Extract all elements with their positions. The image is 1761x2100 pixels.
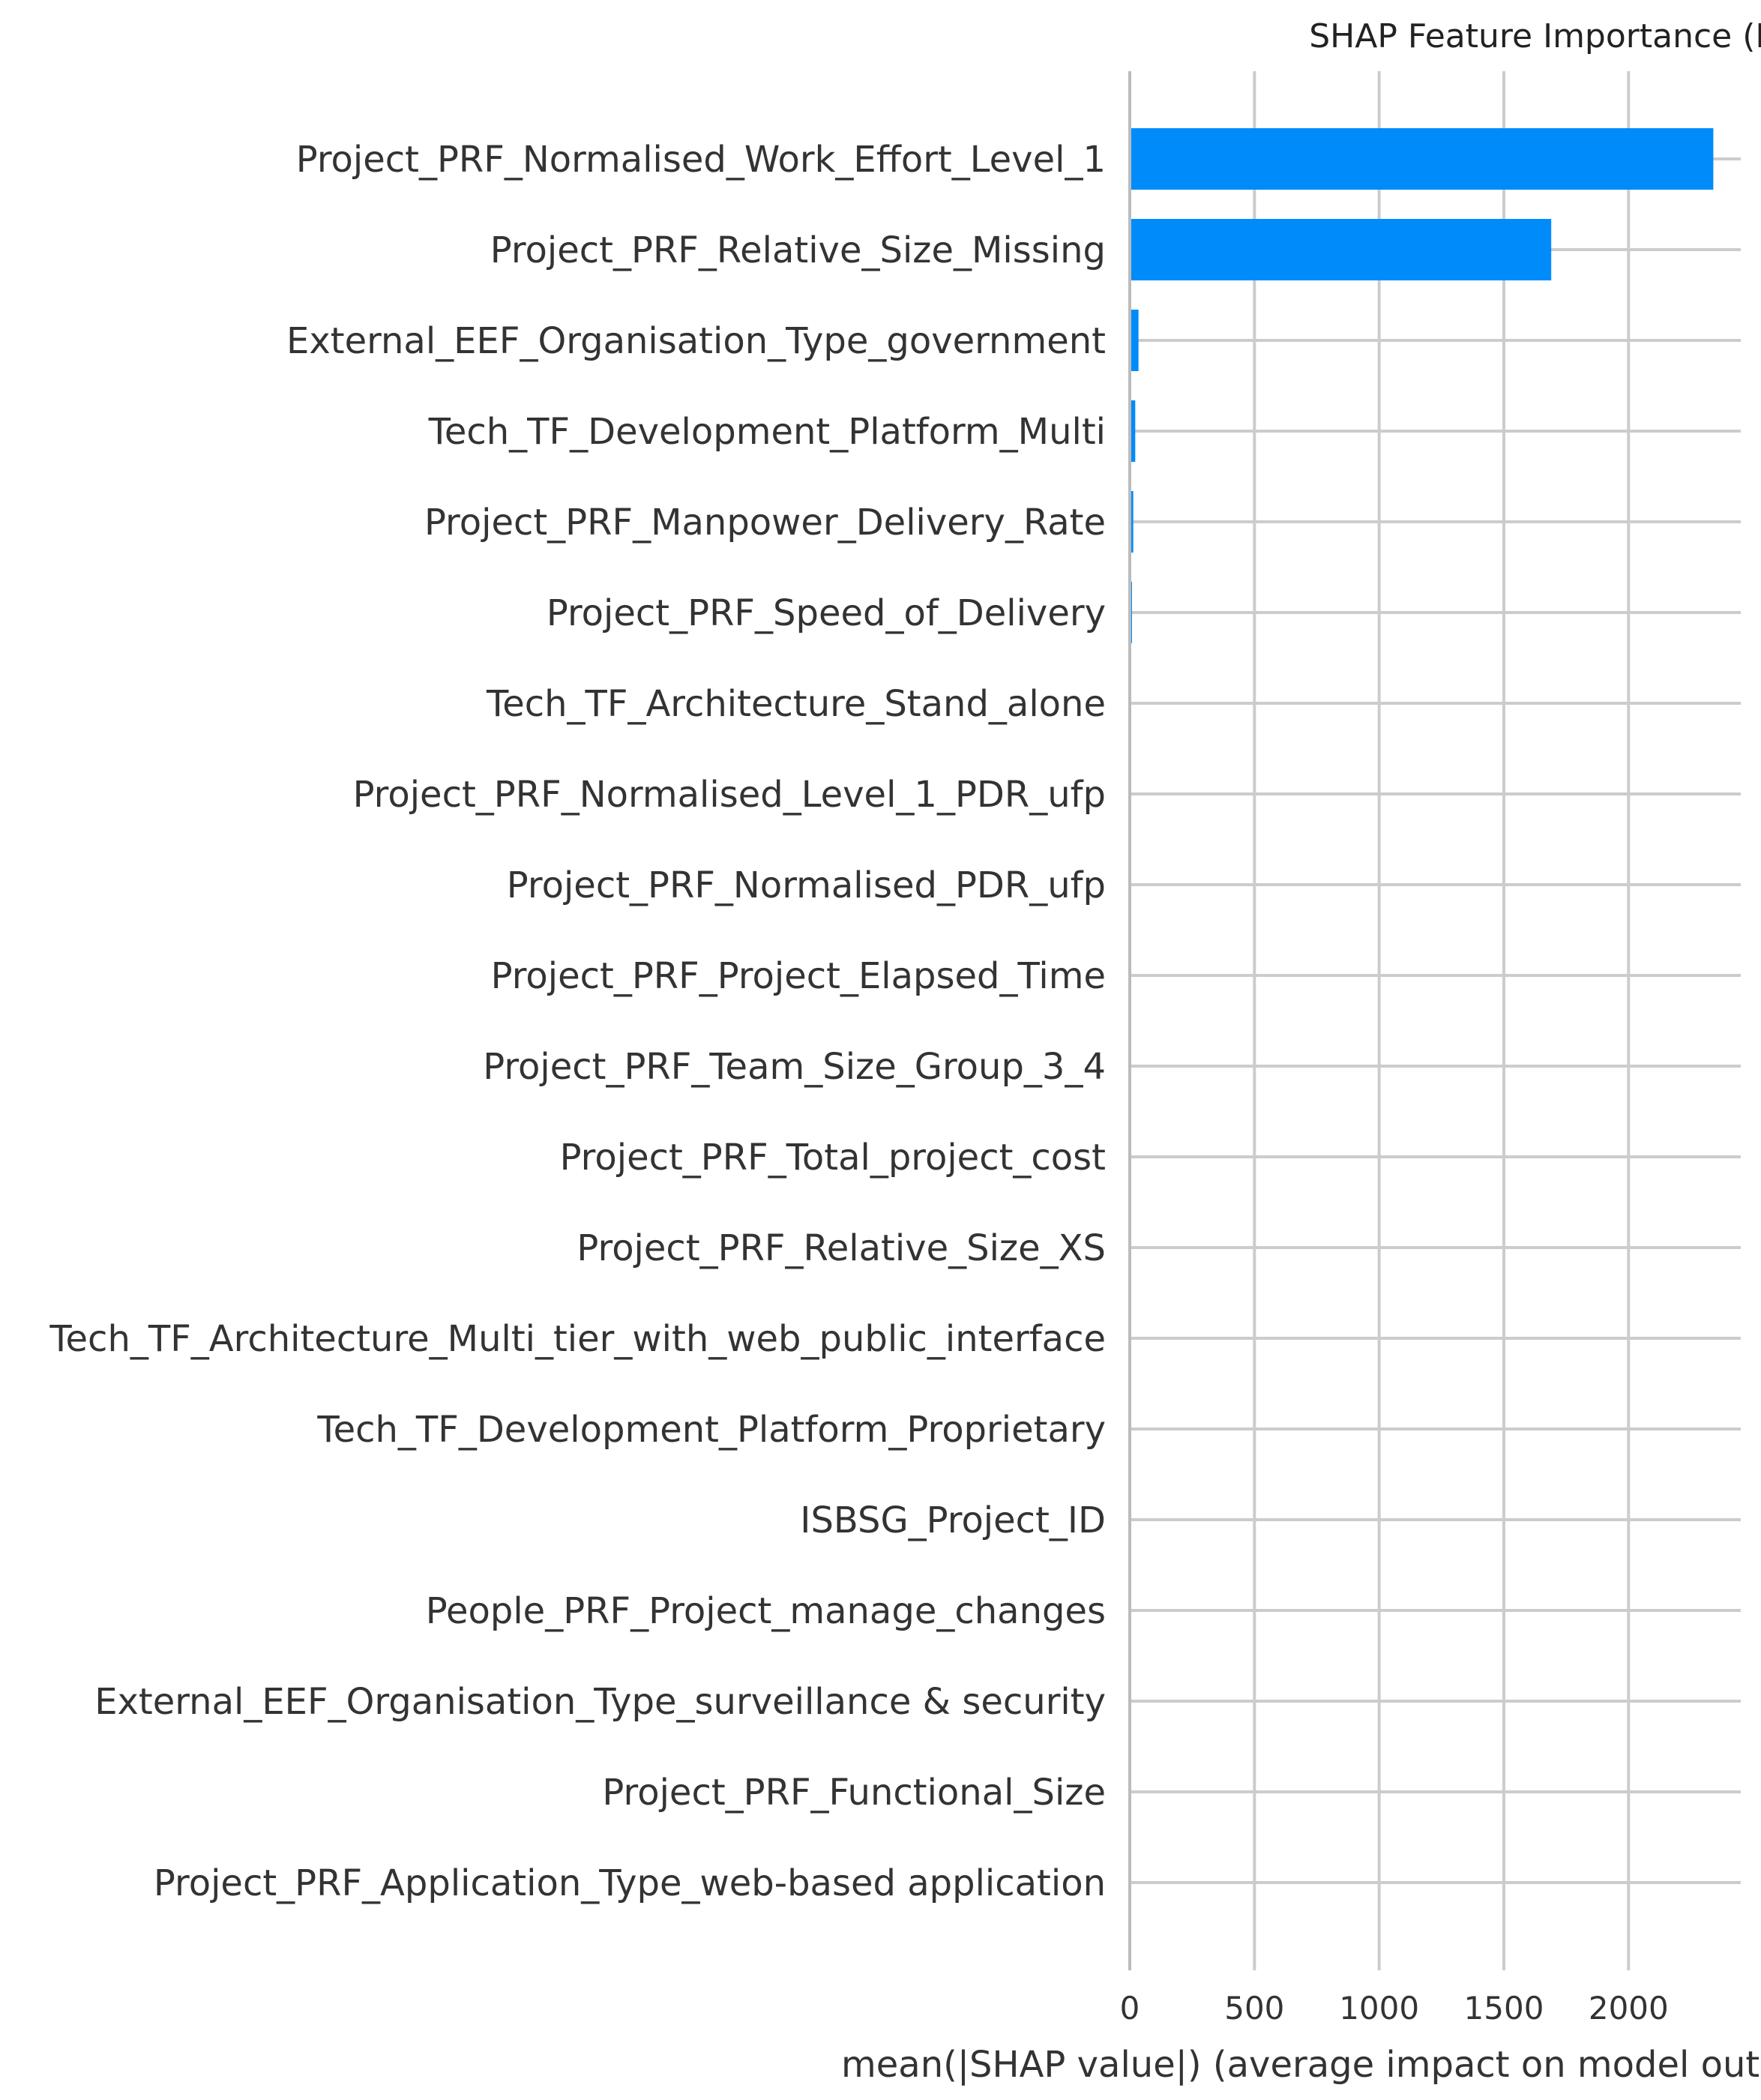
chart-title: SHAP Feature Importance (Bar): [1309, 17, 1761, 55]
feature-labels: Project_PRF_Normalised_Work_Effort_Level…: [49, 139, 1106, 1904]
feature-label: Project_PRF_Relative_Size_XS: [577, 1227, 1106, 1269]
feature-label: Project_PRF_Normalised_Level_1_PDR_ufp: [353, 774, 1106, 816]
feature-label: Project_PRF_Manpower_Delivery_Rate: [424, 502, 1106, 544]
x-tick-label: 500: [1224, 1990, 1284, 2027]
feature-label: Project_PRF_Normalised_PDR_ufp: [507, 864, 1106, 906]
feature-label: External_EEF_Organisation_Type_surveilla…: [94, 1681, 1106, 1723]
feature-label: Project_PRF_Relative_Size_Missing: [490, 229, 1106, 271]
feature-label: Project_PRF_Application_Type_web-based a…: [154, 1862, 1106, 1904]
bar: [1130, 310, 1139, 371]
feature-label: Project_PRF_Speed_of_Delivery: [547, 592, 1106, 634]
x-tick-label: 0: [1120, 1990, 1140, 2027]
feature-label: People_PRF_Project_manage_changes: [426, 1590, 1106, 1632]
bar: [1130, 400, 1136, 462]
x-tick-label: 1000: [1339, 1990, 1419, 2027]
feature-label: Project_PRF_Normalised_Work_Effort_Level…: [296, 139, 1106, 181]
bars: [1130, 128, 1714, 1913]
feature-label: Tech_TF_Development_Platform_Multi: [428, 411, 1106, 453]
feature-label: Tech_TF_Development_Platform_Proprietary: [316, 1409, 1106, 1451]
x-axis-title: mean(|SHAP value|) (average impact on mo…: [841, 2044, 1761, 2086]
feature-label: Tech_TF_Architecture_Multi_tier_with_web…: [49, 1318, 1106, 1360]
x-tick-label: 2000: [1589, 1990, 1669, 2027]
grid-lines: [1130, 71, 1741, 1970]
feature-label: Project_PRF_Project_Elapsed_Time: [491, 955, 1106, 997]
feature-label: External_EEF_Organisation_Type_governmen…: [286, 320, 1106, 362]
bar: [1130, 128, 1714, 190]
feature-label: Project_PRF_Team_Size_Group_3_4: [483, 1046, 1106, 1088]
bar: [1130, 219, 1552, 280]
feature-label: Tech_TF_Architecture_Stand_alone: [486, 683, 1106, 725]
feature-label: ISBSG_Project_ID: [800, 1499, 1106, 1541]
x-tick-label: 1500: [1464, 1990, 1544, 2027]
feature-label: Project_PRF_Total_project_cost: [560, 1137, 1106, 1179]
feature-label: Project_PRF_Functional_Size: [602, 1772, 1106, 1814]
x-tick-labels: 0 500 1000 1500 2000: [1120, 1990, 1669, 2027]
bar: [1130, 491, 1134, 553]
